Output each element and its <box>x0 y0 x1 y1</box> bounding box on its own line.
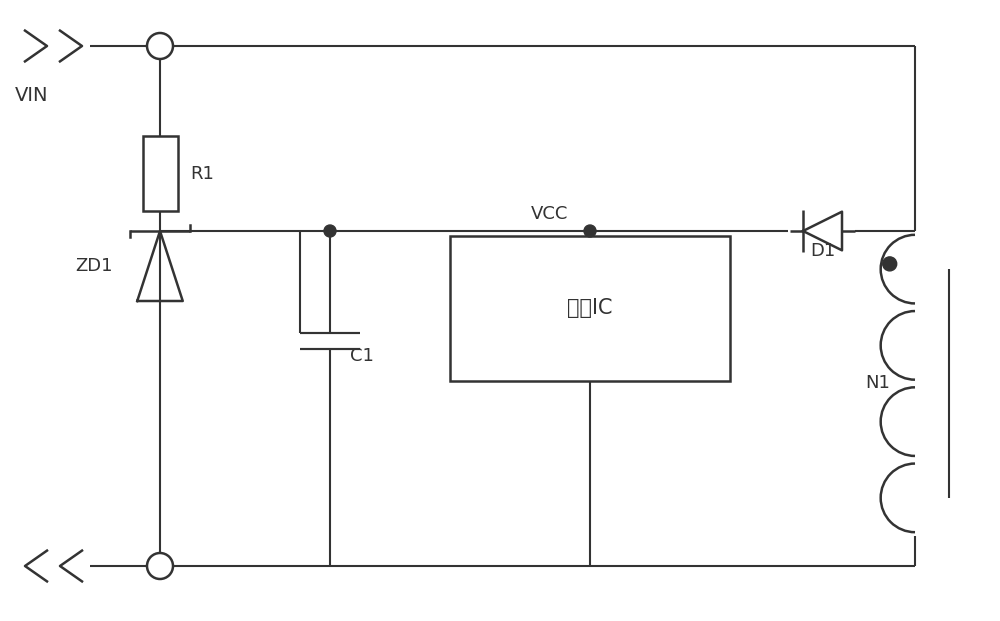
Circle shape <box>584 225 596 237</box>
Text: R1: R1 <box>190 165 214 183</box>
Text: D1: D1 <box>810 242 835 260</box>
Circle shape <box>883 257 897 271</box>
Circle shape <box>147 33 173 59</box>
Circle shape <box>324 225 336 237</box>
Text: VIN: VIN <box>15 86 48 105</box>
Text: ZD1: ZD1 <box>75 257 113 275</box>
Text: N1: N1 <box>865 374 890 392</box>
Circle shape <box>147 553 173 579</box>
Text: C1: C1 <box>350 347 374 365</box>
Text: 控制IC: 控制IC <box>567 299 613 319</box>
FancyBboxPatch shape <box>143 136 178 211</box>
Text: VCC: VCC <box>531 205 569 223</box>
FancyBboxPatch shape <box>450 236 730 381</box>
